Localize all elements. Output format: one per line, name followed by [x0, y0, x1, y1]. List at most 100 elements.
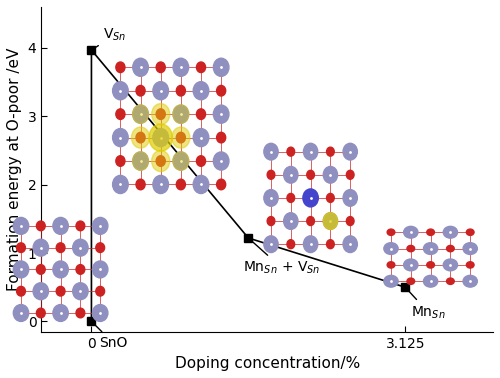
Circle shape [214, 152, 229, 170]
Circle shape [156, 156, 165, 166]
Circle shape [92, 217, 108, 234]
Circle shape [287, 147, 294, 156]
Circle shape [323, 213, 338, 229]
Circle shape [267, 217, 275, 226]
Circle shape [343, 189, 357, 206]
Circle shape [156, 109, 165, 119]
Circle shape [387, 262, 395, 268]
Circle shape [116, 109, 125, 119]
Circle shape [133, 58, 148, 76]
Circle shape [14, 305, 28, 321]
Circle shape [76, 221, 85, 231]
Circle shape [176, 179, 186, 190]
Circle shape [196, 156, 205, 166]
Circle shape [176, 85, 186, 96]
Circle shape [72, 239, 88, 256]
Circle shape [193, 175, 209, 194]
Circle shape [36, 265, 45, 274]
Circle shape [116, 62, 125, 73]
Text: Mn$_{Sn}$ + V$_{Sn}$: Mn$_{Sn}$ + V$_{Sn}$ [244, 240, 320, 276]
Circle shape [216, 179, 226, 190]
Circle shape [96, 287, 104, 296]
Circle shape [76, 265, 85, 274]
Circle shape [264, 143, 278, 160]
Circle shape [14, 217, 28, 234]
Circle shape [193, 82, 209, 100]
Circle shape [156, 62, 165, 73]
Circle shape [53, 217, 68, 234]
Text: SnO: SnO [94, 323, 128, 350]
Circle shape [446, 245, 454, 252]
Circle shape [264, 189, 278, 206]
Circle shape [424, 243, 438, 254]
Circle shape [196, 62, 205, 73]
Text: Mn$_{Sn}$: Mn$_{Sn}$ [407, 289, 446, 321]
Circle shape [284, 213, 298, 229]
Circle shape [196, 109, 205, 119]
Circle shape [384, 243, 398, 254]
Circle shape [307, 170, 314, 179]
Circle shape [446, 278, 454, 284]
Circle shape [14, 261, 28, 278]
Circle shape [132, 127, 150, 148]
Circle shape [136, 132, 145, 143]
Y-axis label: Formation energy at O-poor /eV: Formation energy at O-poor /eV [7, 48, 22, 291]
Circle shape [16, 287, 26, 296]
Circle shape [427, 229, 434, 235]
Circle shape [463, 275, 477, 287]
Circle shape [33, 283, 48, 300]
Circle shape [92, 305, 108, 321]
Circle shape [132, 152, 148, 170]
Circle shape [304, 236, 318, 253]
Circle shape [404, 226, 418, 238]
Circle shape [326, 240, 334, 249]
Circle shape [304, 143, 318, 160]
Circle shape [133, 105, 148, 123]
Circle shape [153, 82, 168, 100]
Circle shape [33, 239, 48, 256]
Circle shape [173, 152, 189, 170]
Circle shape [173, 58, 188, 76]
Circle shape [112, 175, 128, 194]
Circle shape [116, 156, 125, 166]
Circle shape [173, 105, 189, 124]
Circle shape [56, 243, 65, 253]
Circle shape [133, 152, 148, 170]
Circle shape [172, 127, 190, 148]
Circle shape [36, 221, 45, 231]
Circle shape [112, 82, 128, 100]
Circle shape [287, 240, 294, 249]
Circle shape [53, 305, 68, 321]
Circle shape [214, 58, 229, 76]
Circle shape [343, 143, 357, 160]
Circle shape [407, 245, 414, 252]
Circle shape [444, 226, 458, 238]
Circle shape [136, 85, 145, 96]
Circle shape [214, 105, 229, 123]
Circle shape [326, 194, 334, 203]
Circle shape [267, 170, 275, 179]
Circle shape [466, 229, 474, 235]
Circle shape [466, 262, 474, 268]
Circle shape [153, 129, 168, 147]
Circle shape [216, 132, 226, 143]
Circle shape [112, 129, 128, 147]
Circle shape [16, 243, 26, 253]
Circle shape [387, 229, 395, 235]
Circle shape [407, 278, 414, 284]
Circle shape [284, 166, 298, 183]
Circle shape [92, 261, 108, 278]
Circle shape [323, 213, 338, 229]
Circle shape [173, 105, 188, 123]
Circle shape [444, 259, 458, 271]
Circle shape [427, 262, 434, 268]
Circle shape [216, 85, 226, 96]
Circle shape [56, 287, 65, 296]
Circle shape [173, 152, 188, 170]
Circle shape [53, 261, 68, 278]
Circle shape [343, 236, 357, 253]
Circle shape [149, 124, 172, 151]
Circle shape [424, 275, 438, 287]
Circle shape [36, 308, 45, 318]
Circle shape [153, 175, 168, 194]
